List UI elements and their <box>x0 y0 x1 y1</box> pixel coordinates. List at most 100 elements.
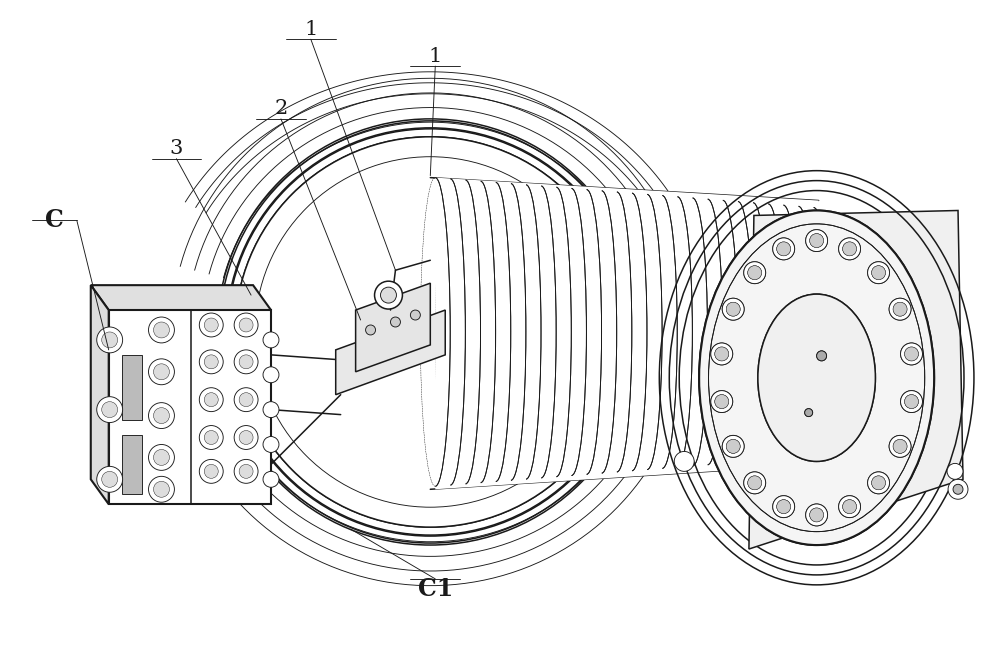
Circle shape <box>239 464 253 479</box>
Circle shape <box>748 476 762 490</box>
Circle shape <box>102 402 118 417</box>
Circle shape <box>149 402 174 428</box>
Circle shape <box>777 242 791 256</box>
Circle shape <box>263 367 279 382</box>
Circle shape <box>149 317 174 343</box>
Circle shape <box>715 347 729 361</box>
Circle shape <box>748 266 762 280</box>
Circle shape <box>948 479 968 499</box>
Circle shape <box>153 481 169 497</box>
Circle shape <box>715 347 729 361</box>
Circle shape <box>711 391 733 413</box>
Circle shape <box>715 395 729 408</box>
Circle shape <box>777 500 791 513</box>
Circle shape <box>901 391 922 413</box>
Circle shape <box>901 343 922 365</box>
Circle shape <box>872 476 886 490</box>
Circle shape <box>889 435 911 457</box>
Circle shape <box>868 262 890 284</box>
Circle shape <box>773 238 795 260</box>
Circle shape <box>843 500 857 513</box>
Circle shape <box>199 313 223 337</box>
Circle shape <box>674 451 694 471</box>
Circle shape <box>711 343 733 365</box>
Circle shape <box>868 472 890 494</box>
Circle shape <box>97 466 123 492</box>
Circle shape <box>748 476 762 490</box>
Circle shape <box>239 318 253 332</box>
Circle shape <box>97 397 123 422</box>
Circle shape <box>153 364 169 380</box>
Text: 1: 1 <box>429 46 442 66</box>
Circle shape <box>149 359 174 384</box>
Circle shape <box>843 500 857 513</box>
Circle shape <box>239 393 253 406</box>
Polygon shape <box>91 285 271 310</box>
Circle shape <box>773 496 795 517</box>
Circle shape <box>901 391 922 413</box>
Polygon shape <box>336 310 445 395</box>
Circle shape <box>817 351 827 361</box>
Circle shape <box>872 476 886 490</box>
Circle shape <box>777 242 791 256</box>
Circle shape <box>810 508 824 522</box>
Ellipse shape <box>235 137 625 527</box>
Circle shape <box>239 430 253 444</box>
Circle shape <box>953 484 963 494</box>
Circle shape <box>234 388 258 412</box>
Polygon shape <box>122 355 142 420</box>
Ellipse shape <box>699 210 934 545</box>
Circle shape <box>806 504 828 526</box>
Circle shape <box>806 230 828 252</box>
Circle shape <box>234 350 258 374</box>
Text: 1: 1 <box>304 20 318 39</box>
Circle shape <box>744 472 766 494</box>
Circle shape <box>234 459 258 483</box>
Circle shape <box>773 238 795 260</box>
Circle shape <box>722 298 744 320</box>
Circle shape <box>410 310 420 320</box>
Circle shape <box>773 496 795 517</box>
Circle shape <box>199 350 223 374</box>
Circle shape <box>777 500 791 513</box>
Circle shape <box>893 439 907 453</box>
Circle shape <box>805 409 813 417</box>
Circle shape <box>893 439 907 453</box>
Circle shape <box>868 262 890 284</box>
Circle shape <box>810 508 824 522</box>
Circle shape <box>263 471 279 487</box>
Circle shape <box>901 343 922 365</box>
Circle shape <box>722 435 744 457</box>
Circle shape <box>263 332 279 348</box>
Circle shape <box>839 238 861 260</box>
Polygon shape <box>435 177 819 490</box>
Polygon shape <box>122 435 142 494</box>
Circle shape <box>366 325 376 335</box>
Circle shape <box>726 439 740 453</box>
Circle shape <box>149 444 174 470</box>
Circle shape <box>905 395 918 408</box>
Circle shape <box>97 327 123 353</box>
Circle shape <box>204 393 218 406</box>
Circle shape <box>204 430 218 444</box>
Circle shape <box>872 266 886 280</box>
Circle shape <box>715 395 729 408</box>
Circle shape <box>726 303 740 316</box>
Circle shape <box>744 262 766 284</box>
Circle shape <box>843 242 857 256</box>
Ellipse shape <box>227 129 633 535</box>
Circle shape <box>893 303 907 316</box>
Circle shape <box>199 426 223 450</box>
Circle shape <box>204 318 218 332</box>
Circle shape <box>102 471 118 487</box>
Circle shape <box>905 347 918 361</box>
Circle shape <box>817 351 827 361</box>
Circle shape <box>893 303 907 316</box>
Circle shape <box>868 472 890 494</box>
Text: 3: 3 <box>170 139 183 158</box>
Circle shape <box>905 395 918 408</box>
Circle shape <box>381 287 396 303</box>
Circle shape <box>234 426 258 450</box>
Circle shape <box>810 233 824 248</box>
Circle shape <box>947 463 963 479</box>
